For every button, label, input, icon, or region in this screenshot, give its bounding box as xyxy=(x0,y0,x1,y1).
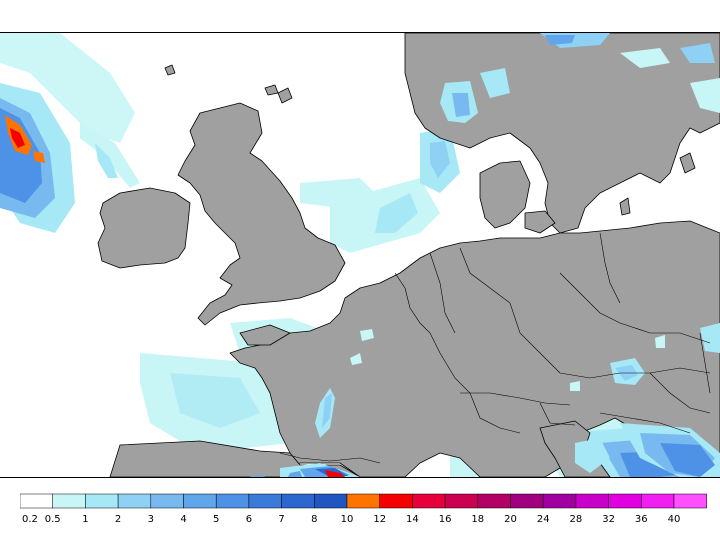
baltic-island-gotland xyxy=(679,152,696,174)
legend-swatch xyxy=(510,493,544,509)
legend-tick-label: 4 xyxy=(180,514,186,525)
legend-tick-label: 0.5 xyxy=(45,514,61,525)
legend-tick-label: 28 xyxy=(570,514,583,525)
legend-tick-label: 16 xyxy=(439,514,452,525)
legend-tick-label: 3 xyxy=(148,514,154,525)
legend-tick-label: 32 xyxy=(602,514,615,525)
country-borders xyxy=(279,232,711,464)
legend-swatch xyxy=(542,493,577,509)
precipitation-legend: 0.2 0.5 1 2 3 4 5 6 7 8 10 12 14 16 18 20 24 28 32 36 40 xyxy=(20,492,708,534)
legend-colorbar: 0.2 0.5 1 2 3 4 5 6 7 8 10 12 14 16 18 20 24 28 32 36 40 xyxy=(20,493,707,525)
legend-tick-label: 18 xyxy=(471,514,484,525)
legend-tick-label: 7 xyxy=(278,514,284,525)
legend-tick-label: 24 xyxy=(537,514,550,525)
legend-swatch xyxy=(281,493,315,509)
legend-swatch xyxy=(183,493,217,509)
faroe-land xyxy=(164,64,176,76)
legend-swatch xyxy=(248,493,282,509)
legend-swatch xyxy=(150,493,184,509)
orkney-land xyxy=(264,84,279,96)
great-britain-land xyxy=(177,102,346,326)
brittany-land xyxy=(239,324,291,346)
baltic-island-oland xyxy=(619,197,631,216)
legend-swatch xyxy=(117,493,152,509)
legend-swatch xyxy=(477,493,511,509)
legend-swatch xyxy=(215,493,250,509)
legend-swatch xyxy=(444,493,479,509)
legend-swatch xyxy=(52,493,86,509)
ireland-land xyxy=(97,187,191,269)
legend-swatch xyxy=(379,493,413,509)
legend-swatch xyxy=(608,493,642,509)
legend-swatch xyxy=(641,493,675,509)
precipitation-layer-land xyxy=(248,33,720,477)
shetland-land xyxy=(277,87,293,104)
legend-swatch xyxy=(346,493,380,509)
denmark-land xyxy=(479,160,531,229)
legend-tick-label: 8 xyxy=(311,514,317,525)
legend-tick-label: 40 xyxy=(668,514,681,525)
legend-swatch xyxy=(575,493,609,509)
legend-swatch xyxy=(314,493,348,509)
legend-tick-label: 36 xyxy=(635,514,648,525)
legend-tick-label: 20 xyxy=(504,514,517,525)
legend-tick-label: 12 xyxy=(373,514,386,525)
danish-islands xyxy=(524,210,556,234)
legend-swatch xyxy=(85,493,119,509)
legend-tick-label: 0.2 xyxy=(22,514,38,525)
legend-tick-label: 6 xyxy=(246,514,252,525)
legend-tick-label: 10 xyxy=(341,514,354,525)
legend-swatch xyxy=(20,493,53,509)
map-canvas xyxy=(0,33,720,477)
legend-tick-label: 1 xyxy=(82,514,88,525)
landmass-layer xyxy=(97,33,720,477)
legend-tick-label: 5 xyxy=(213,514,219,525)
legend-tick-label: 2 xyxy=(115,514,121,525)
legend-swatch xyxy=(412,493,446,509)
legend-swatch xyxy=(673,493,707,509)
legend-tick-label: 14 xyxy=(406,514,419,525)
precipitation-map xyxy=(0,32,720,478)
